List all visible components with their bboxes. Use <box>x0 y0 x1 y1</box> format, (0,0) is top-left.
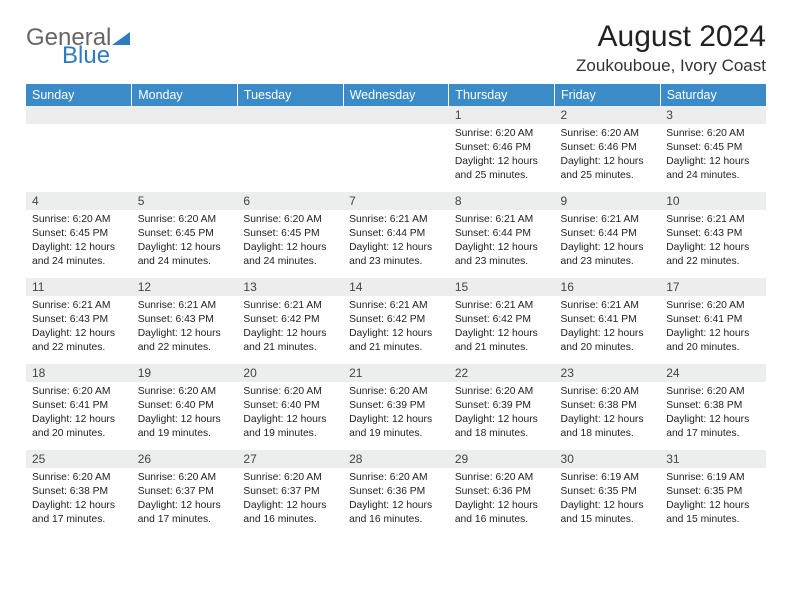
day-number: 1 <box>449 106 555 124</box>
day-content: Sunrise: 6:21 AM Sunset: 6:43 PM Dayligh… <box>132 296 238 364</box>
day-number: 16 <box>555 278 661 296</box>
day-number: 4 <box>26 192 132 210</box>
day-number: 30 <box>555 450 661 468</box>
day-content: Sunrise: 6:21 AM Sunset: 6:41 PM Dayligh… <box>555 296 661 364</box>
day-header: Sunday <box>26 84 132 106</box>
day-number: 18 <box>26 364 132 382</box>
day-content <box>26 124 132 192</box>
day-content-row: Sunrise: 6:20 AM Sunset: 6:45 PM Dayligh… <box>26 210 766 278</box>
day-number: 22 <box>449 364 555 382</box>
day-content: Sunrise: 6:21 AM Sunset: 6:42 PM Dayligh… <box>343 296 449 364</box>
day-content: Sunrise: 6:20 AM Sunset: 6:46 PM Dayligh… <box>555 124 661 192</box>
day-number: 7 <box>343 192 449 210</box>
day-content: Sunrise: 6:20 AM Sunset: 6:38 PM Dayligh… <box>555 382 661 450</box>
day-number-row: 45678910 <box>26 192 766 210</box>
day-number: 15 <box>449 278 555 296</box>
day-content: Sunrise: 6:20 AM Sunset: 6:41 PM Dayligh… <box>26 382 132 450</box>
day-content: Sunrise: 6:21 AM Sunset: 6:44 PM Dayligh… <box>449 210 555 278</box>
day-header-row: Sunday Monday Tuesday Wednesday Thursday… <box>26 84 766 106</box>
day-content <box>343 124 449 192</box>
location: Zoukouboue, Ivory Coast <box>576 56 766 76</box>
day-number: 23 <box>555 364 661 382</box>
day-number: 17 <box>660 278 766 296</box>
day-content: Sunrise: 6:20 AM Sunset: 6:45 PM Dayligh… <box>132 210 238 278</box>
logo: GeneralBlue <box>26 26 132 68</box>
day-content <box>237 124 343 192</box>
day-number: 28 <box>343 450 449 468</box>
day-number: 2 <box>555 106 661 124</box>
header: GeneralBlue August 2024 Zoukouboue, Ivor… <box>26 20 766 76</box>
day-number: 3 <box>660 106 766 124</box>
day-header: Thursday <box>449 84 555 106</box>
day-content: Sunrise: 6:20 AM Sunset: 6:45 PM Dayligh… <box>660 124 766 192</box>
day-content: Sunrise: 6:20 AM Sunset: 6:46 PM Dayligh… <box>449 124 555 192</box>
day-number: 9 <box>555 192 661 210</box>
day-number: 13 <box>237 278 343 296</box>
day-header: Tuesday <box>237 84 343 106</box>
day-number: 11 <box>26 278 132 296</box>
month-title: August 2024 <box>576 20 766 54</box>
day-number: 8 <box>449 192 555 210</box>
day-content: Sunrise: 6:21 AM Sunset: 6:44 PM Dayligh… <box>343 210 449 278</box>
day-content: Sunrise: 6:20 AM Sunset: 6:38 PM Dayligh… <box>660 382 766 450</box>
day-content: Sunrise: 6:19 AM Sunset: 6:35 PM Dayligh… <box>660 468 766 536</box>
day-content: Sunrise: 6:21 AM Sunset: 6:43 PM Dayligh… <box>26 296 132 364</box>
day-number <box>26 106 132 124</box>
day-number: 6 <box>237 192 343 210</box>
day-content: Sunrise: 6:21 AM Sunset: 6:42 PM Dayligh… <box>449 296 555 364</box>
day-content: Sunrise: 6:20 AM Sunset: 6:37 PM Dayligh… <box>237 468 343 536</box>
day-number-row: 123 <box>26 106 766 124</box>
day-number: 31 <box>660 450 766 468</box>
title-block: August 2024 Zoukouboue, Ivory Coast <box>576 20 766 76</box>
day-content-row: Sunrise: 6:20 AM Sunset: 6:41 PM Dayligh… <box>26 382 766 450</box>
calendar-table: Sunday Monday Tuesday Wednesday Thursday… <box>26 84 766 536</box>
day-number: 24 <box>660 364 766 382</box>
day-number: 26 <box>132 450 238 468</box>
day-number: 25 <box>26 450 132 468</box>
day-content: Sunrise: 6:20 AM Sunset: 6:45 PM Dayligh… <box>237 210 343 278</box>
day-header: Saturday <box>660 84 766 106</box>
day-number-row: 11121314151617 <box>26 278 766 296</box>
day-content: Sunrise: 6:20 AM Sunset: 6:39 PM Dayligh… <box>343 382 449 450</box>
day-content: Sunrise: 6:19 AM Sunset: 6:35 PM Dayligh… <box>555 468 661 536</box>
day-number: 5 <box>132 192 238 210</box>
day-number: 12 <box>132 278 238 296</box>
day-content: Sunrise: 6:20 AM Sunset: 6:40 PM Dayligh… <box>132 382 238 450</box>
day-header: Monday <box>132 84 238 106</box>
day-content: Sunrise: 6:21 AM Sunset: 6:42 PM Dayligh… <box>237 296 343 364</box>
day-number <box>343 106 449 124</box>
day-number: 29 <box>449 450 555 468</box>
day-header: Friday <box>555 84 661 106</box>
day-number-row: 18192021222324 <box>26 364 766 382</box>
day-number-row: 25262728293031 <box>26 450 766 468</box>
calendar-body: 123Sunrise: 6:20 AM Sunset: 6:46 PM Dayl… <box>26 106 766 536</box>
day-number: 14 <box>343 278 449 296</box>
day-content: Sunrise: 6:20 AM Sunset: 6:45 PM Dayligh… <box>26 210 132 278</box>
day-number: 20 <box>237 364 343 382</box>
day-content: Sunrise: 6:20 AM Sunset: 6:36 PM Dayligh… <box>343 468 449 536</box>
day-number: 10 <box>660 192 766 210</box>
day-content: Sunrise: 6:20 AM Sunset: 6:38 PM Dayligh… <box>26 468 132 536</box>
day-number <box>132 106 238 124</box>
day-content: Sunrise: 6:21 AM Sunset: 6:43 PM Dayligh… <box>660 210 766 278</box>
day-content: Sunrise: 6:20 AM Sunset: 6:36 PM Dayligh… <box>449 468 555 536</box>
day-content-row: Sunrise: 6:20 AM Sunset: 6:38 PM Dayligh… <box>26 468 766 536</box>
day-number: 19 <box>132 364 238 382</box>
day-content: Sunrise: 6:20 AM Sunset: 6:37 PM Dayligh… <box>132 468 238 536</box>
day-content-row: Sunrise: 6:20 AM Sunset: 6:46 PM Dayligh… <box>26 124 766 192</box>
day-number <box>237 106 343 124</box>
day-header: Wednesday <box>343 84 449 106</box>
day-content: Sunrise: 6:20 AM Sunset: 6:39 PM Dayligh… <box>449 382 555 450</box>
day-content: Sunrise: 6:21 AM Sunset: 6:44 PM Dayligh… <box>555 210 661 278</box>
day-content: Sunrise: 6:20 AM Sunset: 6:40 PM Dayligh… <box>237 382 343 450</box>
day-content <box>132 124 238 192</box>
day-number: 21 <box>343 364 449 382</box>
day-content-row: Sunrise: 6:21 AM Sunset: 6:43 PM Dayligh… <box>26 296 766 364</box>
day-number: 27 <box>237 450 343 468</box>
day-content: Sunrise: 6:20 AM Sunset: 6:41 PM Dayligh… <box>660 296 766 364</box>
